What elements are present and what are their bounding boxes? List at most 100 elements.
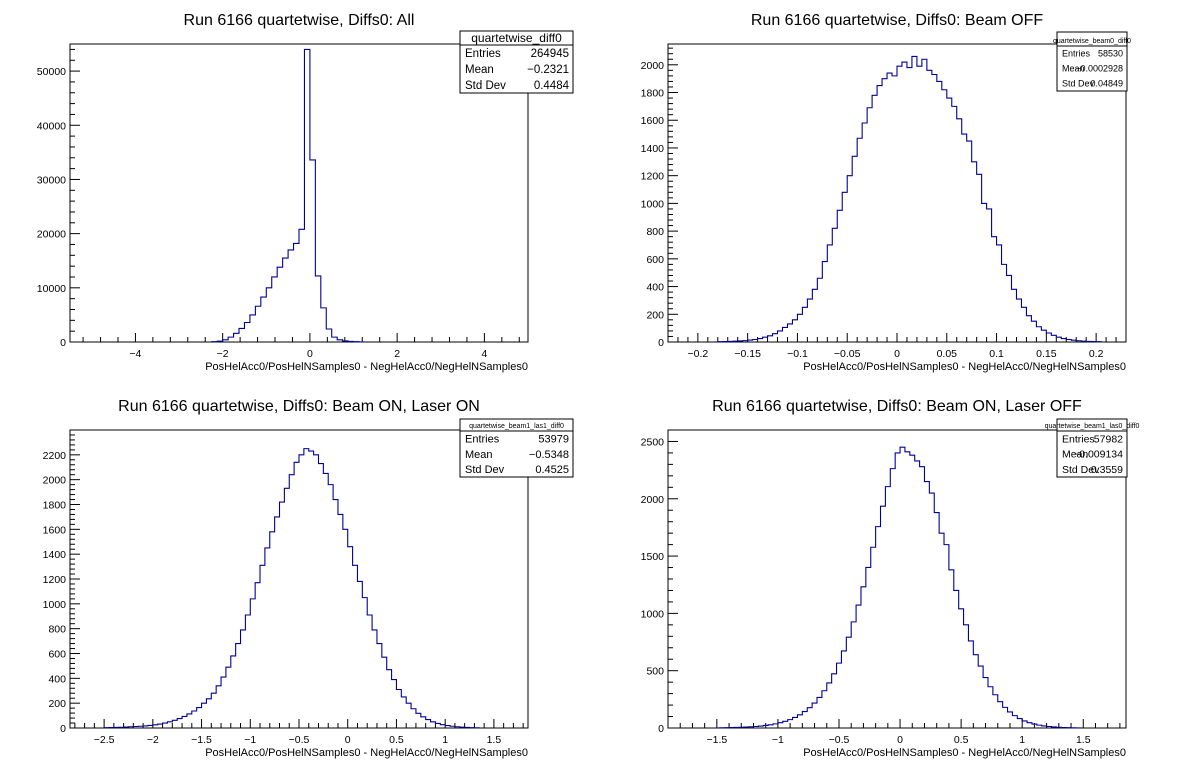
stats-box: quartetwise_beam0_diff0 Entries 58530 Mean−… <box>1053 31 1131 92</box>
histogram-bin <box>827 245 832 342</box>
histogram-bin <box>1022 721 1027 728</box>
histogram-bin <box>773 724 778 728</box>
y-tick-label: 600 <box>646 254 664 266</box>
histogram-bin <box>221 677 226 728</box>
x-tick-label: 0.15 <box>1036 348 1057 360</box>
histogram-bin <box>867 108 872 342</box>
histogram-bin <box>852 156 857 342</box>
histogram-bin <box>250 599 255 728</box>
histogram-bin <box>255 306 260 342</box>
histogram-outline <box>211 48 365 343</box>
histogram-bin <box>797 314 802 342</box>
histogram-bin <box>822 691 827 728</box>
stats-histogram-name: quartetwise_beam1_las0_diff0 <box>1045 423 1140 430</box>
histogram-bin <box>841 651 846 728</box>
histogram-bin <box>947 98 952 342</box>
x-axis-label: PosHelAcc0/PosHelNSamples0 - NegHelAcc0/… <box>205 361 528 373</box>
histogram-bin <box>411 709 416 728</box>
chart-title: Run 6166 quartetwise, Diffs0: Beam ON, L… <box>118 398 480 415</box>
histogram-bin <box>857 138 862 342</box>
histogram-bin <box>797 715 802 728</box>
histogram-bin <box>778 331 783 342</box>
stats-box-frame <box>459 30 574 94</box>
histogram-bin <box>266 288 271 342</box>
histogram-bin <box>866 567 871 728</box>
histogram-bin <box>817 278 822 342</box>
histogram-bin <box>187 714 192 728</box>
histogram-bin <box>832 674 837 728</box>
histogram-bin <box>877 86 882 342</box>
histogram-bin <box>812 289 817 342</box>
stats-value: 53979 <box>538 434 569 446</box>
histogram-bin <box>211 693 216 728</box>
histogram-bin <box>802 307 807 342</box>
x-tick-label: −1.5 <box>191 734 212 746</box>
histogram-bin <box>1031 321 1036 342</box>
histogram-bin <box>988 687 993 728</box>
histogram-bin <box>1056 337 1061 342</box>
histogram-bin <box>304 49 309 342</box>
histogram-bin <box>862 123 867 342</box>
x-tick-label: −1 <box>772 734 784 746</box>
histogram-bin <box>807 708 812 728</box>
histogram-bin <box>216 686 221 728</box>
stats-value: −0.0002928 <box>1075 64 1123 74</box>
histogram-bin <box>792 320 797 342</box>
histogram-panel-1: Run 6166 quartetwise, Diffs0: All 0 10000 2… <box>37 12 574 373</box>
y-tick-label: 1800 <box>43 500 67 512</box>
histogram-bin <box>275 517 280 728</box>
y-tick-label: 2000 <box>641 494 665 506</box>
histogram-bin <box>939 533 944 728</box>
x-tick-label: 2 <box>394 348 400 360</box>
histogram-bin <box>284 488 289 728</box>
histogram-panel-3: Run 6166 quartetwise, Diffs0: Beam ON, L… <box>43 398 574 759</box>
histogram-bin <box>832 228 837 342</box>
histogram-bin <box>876 527 881 728</box>
histogram-bin <box>822 262 827 342</box>
histogram-bin <box>998 702 1003 728</box>
histogram-bin <box>783 327 788 342</box>
histogram-bin <box>895 453 900 728</box>
histogram-bin <box>426 720 431 728</box>
histogram-bin <box>881 506 886 728</box>
chart-title: Run 6166 quartetwise, Diffs0: All <box>184 12 415 29</box>
histogram-bin <box>1012 716 1017 728</box>
histogram-bin <box>392 680 397 728</box>
x-tick-label: 1.5 <box>487 734 502 746</box>
histogram-bin <box>954 590 959 728</box>
x-tick-label: 0.1 <box>989 348 1004 360</box>
y-tick-label: 2500 <box>641 436 665 448</box>
histogram-bin <box>377 644 382 728</box>
x-axis-label: PosHelAcc0/PosHelNSamples0 - NegHelAcc0/… <box>803 747 1126 759</box>
x-tick-label: −0.5 <box>289 734 310 746</box>
histogram-bin <box>847 176 852 342</box>
histogram-bin <box>885 487 890 728</box>
x-tick-label: −1.5 <box>706 734 727 746</box>
x-tick-label: −2 <box>217 348 229 360</box>
histogram-bin <box>977 174 982 342</box>
histogram-bin <box>435 723 440 728</box>
histogram-bin <box>343 529 348 728</box>
x-tick-label: −0.15 <box>734 348 761 360</box>
histogram-bin <box>310 160 315 342</box>
stats-value: −0.009134 <box>1073 449 1123 461</box>
histogram-bin <box>299 455 304 728</box>
histogram-bin <box>1012 289 1017 342</box>
histogram-outline <box>103 448 480 729</box>
histogram-bin <box>902 62 907 342</box>
y-tick-label: 800 <box>646 226 664 238</box>
histogram-bin <box>197 708 202 728</box>
stats-box-frame <box>1056 418 1128 478</box>
stats-box: quartetwise_beam1_las1_diff0 Entries 53979… <box>459 418 574 478</box>
histogram-bin <box>241 630 246 728</box>
histogram-bin <box>968 641 973 728</box>
histogram-bin <box>962 134 967 342</box>
histogram-bin <box>856 605 861 728</box>
histogram-outline <box>717 55 1102 343</box>
histogram-bin <box>280 502 285 728</box>
histogram-bin <box>401 697 406 728</box>
y-tick-label: 40000 <box>37 120 66 132</box>
histogram-bin <box>406 703 411 728</box>
x-tick-label: 1.5 <box>1076 734 1091 746</box>
histogram-bin <box>367 615 372 728</box>
